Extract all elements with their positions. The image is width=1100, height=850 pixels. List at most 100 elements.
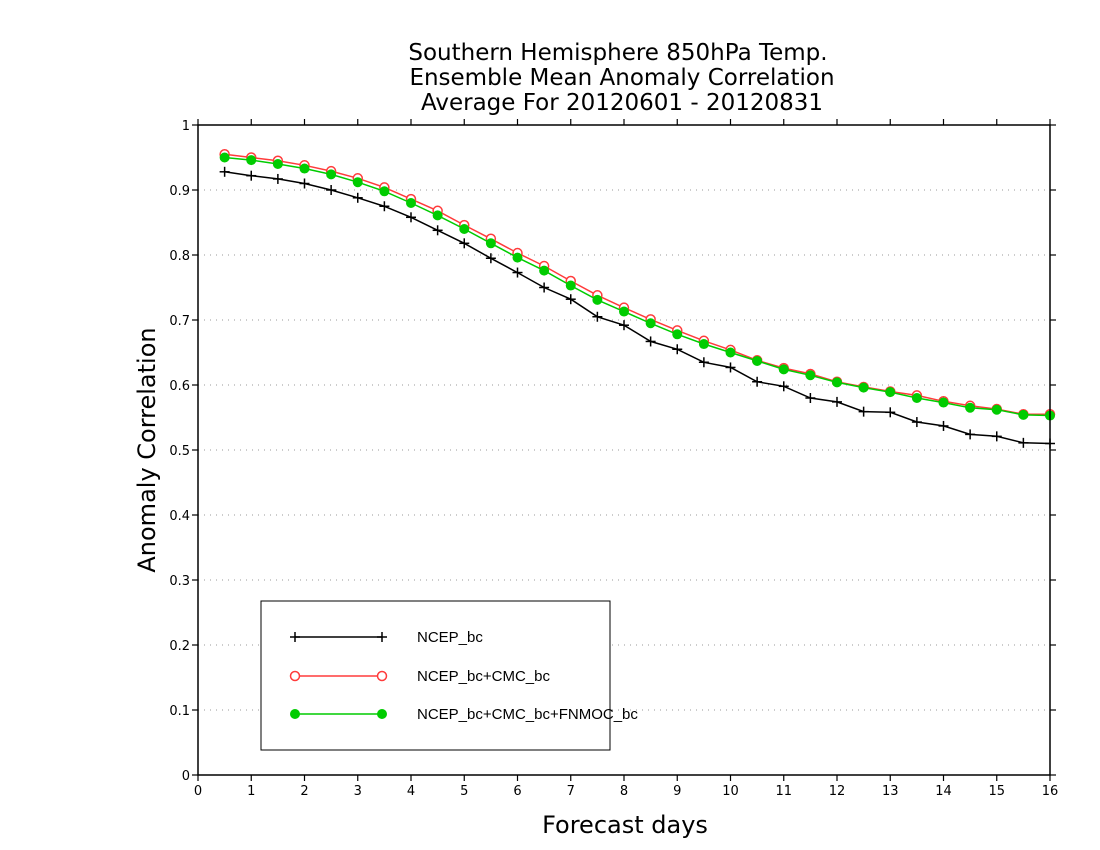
data-point (672, 344, 683, 355)
series-line (224, 171, 1051, 445)
data-point (565, 280, 576, 291)
data-point (991, 404, 1002, 415)
data-point (752, 355, 763, 366)
legend-label: NCEP_bc+CMC_bc+FNMOC_bc (417, 706, 638, 723)
data-point (805, 393, 816, 403)
legend-marker (376, 670, 388, 682)
data-point (432, 210, 443, 221)
legend-marker (377, 632, 387, 642)
data-point (965, 402, 976, 413)
data-point (619, 320, 629, 331)
series-line (224, 153, 1050, 415)
data-point (592, 294, 603, 305)
series-2 (219, 152, 1055, 421)
data-point (512, 252, 523, 263)
data-point (219, 166, 230, 177)
data-point (725, 347, 736, 358)
data-point (858, 382, 869, 393)
axis-ticks: 00.10.20.30.40.50.60.70.80.910 1 2 3 4 5 6 7 8 9 1… (169, 119, 1058, 799)
chart-title-line-2: Ensemble Mean Anomaly Correlation (409, 65, 834, 91)
x-axis-title: Forecast days (542, 811, 708, 839)
data-point (645, 318, 656, 329)
data-point (539, 265, 550, 276)
legend: NCEP_bc NCEP_bc+CMC_bc NCEP_bc+CMC_bc+FNMO… (260, 600, 638, 751)
y-tick-label: 0.8 (169, 249, 190, 264)
data-point (965, 429, 976, 440)
data-point (1018, 409, 1029, 420)
data-point (485, 238, 496, 249)
data-point (352, 177, 363, 188)
data-point (272, 159, 283, 169)
x-tick-label: 11 (775, 784, 792, 799)
y-tick-label: 0.3 (169, 574, 190, 589)
x-tick-label: 13 (882, 784, 899, 799)
legend-entry: NCEP_bc+CMC_bc+FNMOC_bc (290, 706, 638, 723)
y-tick-label: 1 (182, 119, 190, 134)
legend-label: NCEP_bc+CMC_bc (417, 668, 550, 685)
x-tick-label: 10 (722, 784, 739, 799)
y-tick-label: 0.9 (169, 184, 190, 199)
legend-marker (377, 709, 387, 719)
data-point (725, 362, 736, 373)
x-tick-label: 16 (1042, 784, 1059, 799)
data-point (885, 407, 896, 418)
data-point (459, 238, 470, 249)
data-point (752, 376, 763, 387)
y-tick-label: 0.1 (169, 704, 190, 719)
data-point (539, 282, 550, 293)
series-0 (219, 166, 1055, 449)
data-point (938, 420, 949, 431)
legend-entry: NCEP_bc (290, 629, 483, 646)
data-point (512, 267, 523, 278)
plot-series (219, 149, 1056, 449)
data-point (672, 329, 683, 340)
data-point (698, 357, 709, 368)
x-tick-label: 14 (935, 784, 952, 799)
x-tick-label: 2 (300, 784, 308, 799)
x-tick-label: 0 (194, 784, 202, 799)
data-point (911, 417, 922, 428)
x-tick-label: 4 (407, 784, 415, 799)
data-point (778, 364, 789, 375)
series-line (224, 156, 1051, 417)
data-point (326, 169, 337, 180)
y-tick-label: 0.4 (169, 509, 190, 524)
y-tick-label: 0.6 (169, 379, 190, 394)
data-point (219, 152, 230, 163)
legend-entry: NCEP_bc+CMC_bc (289, 668, 550, 685)
data-point (326, 185, 337, 195)
data-point (592, 311, 603, 322)
x-tick-label: 12 (829, 784, 846, 799)
data-point (246, 155, 257, 166)
data-point (805, 370, 816, 381)
data-point (432, 225, 443, 236)
plot-area-frame (197, 124, 1051, 776)
data-point (565, 294, 576, 305)
x-tick-label: 5 (460, 784, 468, 799)
data-point (778, 381, 789, 392)
chart-title-line-1: Southern Hemisphere 850hPa Temp. (408, 40, 827, 66)
data-point (858, 406, 869, 417)
data-point (406, 212, 416, 223)
data-point (272, 173, 283, 184)
data-point (459, 224, 470, 234)
x-tick-label: 6 (513, 784, 521, 799)
legend-label: NCEP_bc (417, 629, 483, 646)
data-point (485, 253, 496, 264)
data-point (698, 339, 709, 350)
x-tick-label: 3 (354, 784, 362, 799)
x-tick-label: 7 (567, 784, 575, 799)
chart-title-line-3: Average For 20120601 - 20120831 (421, 90, 823, 116)
series-1 (219, 149, 1056, 420)
legend-marker (289, 670, 301, 682)
data-point (379, 201, 390, 212)
data-point (299, 178, 310, 189)
y-tick-label: 0.2 (169, 639, 190, 654)
data-point (832, 396, 842, 407)
data-point (379, 186, 390, 197)
x-tick-label: 1 (247, 784, 255, 799)
x-tick-label: 8 (620, 784, 628, 799)
x-tick-label: 9 (673, 784, 681, 799)
y-tick-label: 0 (182, 769, 190, 784)
